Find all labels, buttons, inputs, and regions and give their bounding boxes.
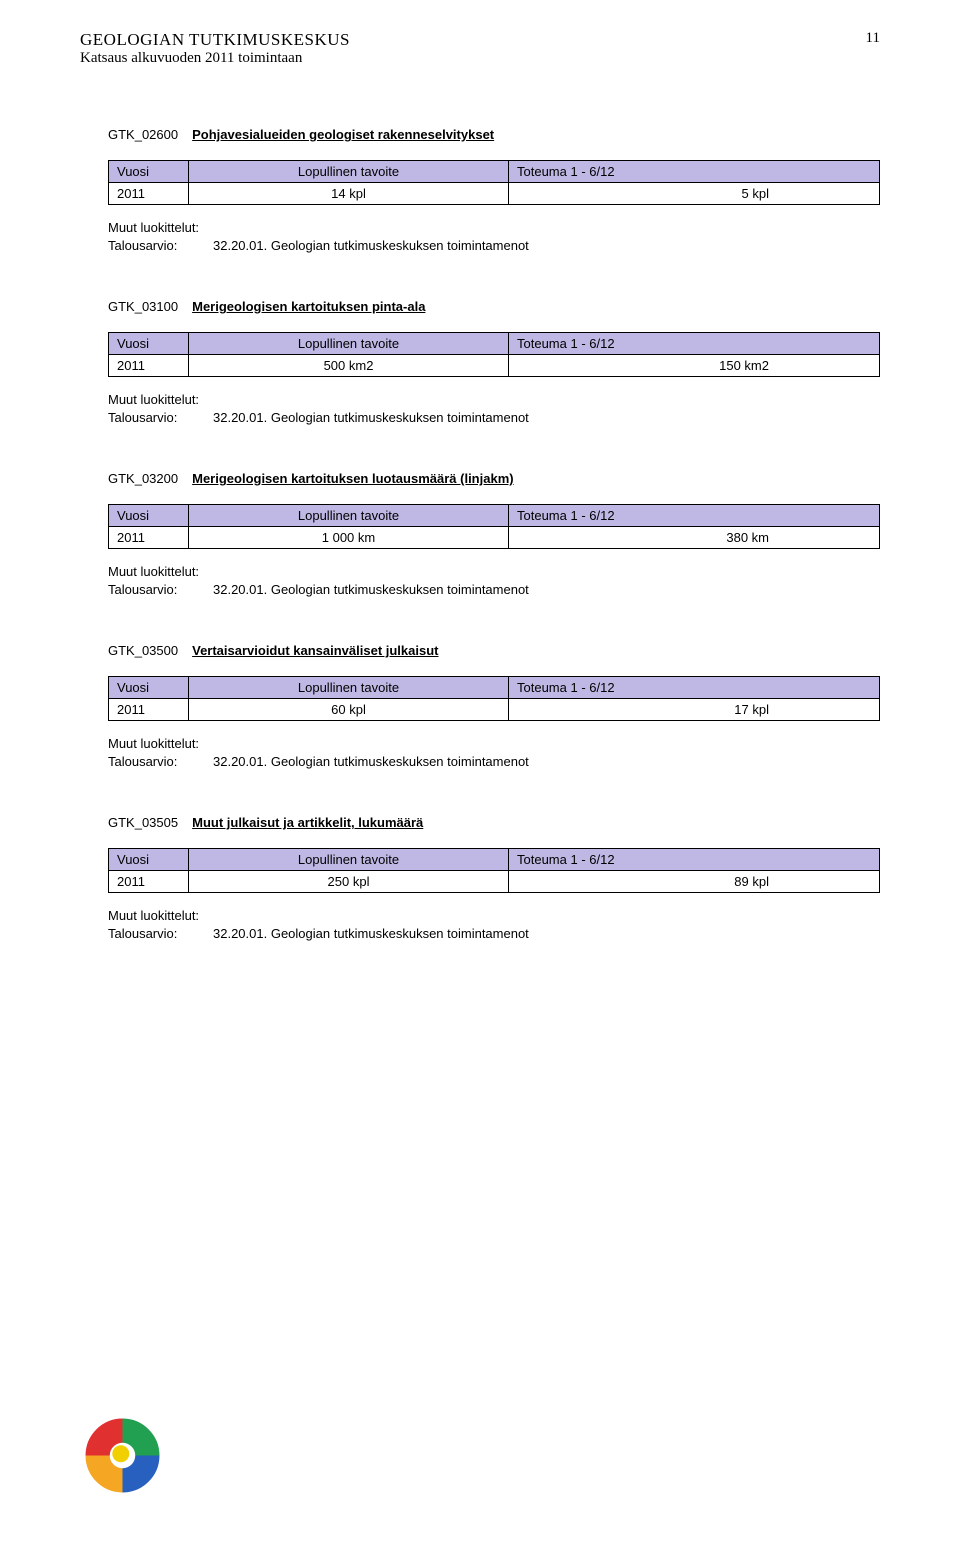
- section-meta: Muut luokittelut:Talousarvio:32.20.01. G…: [108, 219, 880, 254]
- meta-budget-label: Talousarvio:: [108, 925, 213, 943]
- cell-actual: 380 km: [509, 527, 880, 549]
- section-title: GTK_03100 Merigeologisen kartoituksen pin…: [108, 299, 880, 314]
- indicator-section: GTK_03505 Muut julkaisut ja artikkelit, l…: [80, 815, 880, 942]
- col-header-year: Vuosi: [109, 333, 189, 355]
- section-meta: Muut luokittelut:Talousarvio:32.20.01. G…: [108, 735, 880, 770]
- cell-target: 250 kpl: [189, 871, 509, 893]
- cell-year: 2011: [109, 355, 189, 377]
- col-header-target: Lopullinen tavoite: [189, 505, 509, 527]
- doc-header-subtitle: Katsaus alkuvuoden 2011 toimintaan: [80, 50, 880, 67]
- col-header-target: Lopullinen tavoite: [189, 677, 509, 699]
- section-title: GTK_03200 Merigeologisen kartoituksen luo…: [108, 471, 880, 486]
- meta-budget-value: 32.20.01. Geologian tutkimuskeskuksen to…: [213, 409, 529, 427]
- col-header-actual: Toteuma 1 - 6/12: [509, 333, 880, 355]
- cell-target: 14 kpl: [189, 183, 509, 205]
- cell-target: 1 000 km: [189, 527, 509, 549]
- meta-other-classifications: Muut luokittelut:: [108, 907, 880, 925]
- indicator-section: GTK_02600 Pohjavesialueiden geologiset ra…: [80, 127, 880, 254]
- meta-other-classifications: Muut luokittelut:: [108, 391, 880, 409]
- doc-header-org: GEOLOGIAN TUTKIMUSKESKUS: [80, 30, 880, 50]
- cell-year: 2011: [109, 699, 189, 721]
- indicator-table: VuosiLopullinen tavoiteToteuma 1 - 6/12 2…: [108, 160, 880, 205]
- cell-actual: 89 kpl: [509, 871, 880, 893]
- section-name: Muut julkaisut ja artikkelit, lukumäärä: [192, 815, 423, 830]
- section-code: GTK_03100: [108, 299, 178, 314]
- meta-budget-value: 32.20.01. Geologian tutkimuskeskuksen to…: [213, 237, 529, 255]
- meta-budget-value: 32.20.01. Geologian tutkimuskeskuksen to…: [213, 581, 529, 599]
- section-code: GTK_02600: [108, 127, 178, 142]
- col-header-year: Vuosi: [109, 161, 189, 183]
- col-header-actual: Toteuma 1 - 6/12: [509, 505, 880, 527]
- meta-budget-label: Talousarvio:: [108, 409, 213, 427]
- col-header-target: Lopullinen tavoite: [189, 849, 509, 871]
- indicator-table: VuosiLopullinen tavoiteToteuma 1 - 6/12 2…: [108, 332, 880, 377]
- section-meta: Muut luokittelut:Talousarvio:32.20.01. G…: [108, 391, 880, 426]
- meta-other-classifications: Muut luokittelut:: [108, 735, 880, 753]
- meta-budget-label: Talousarvio:: [108, 753, 213, 771]
- cell-year: 2011: [109, 183, 189, 205]
- meta-budget-label: Talousarvio:: [108, 237, 213, 255]
- section-name: Pohjavesialueiden geologiset rakenneselv…: [192, 127, 494, 142]
- section-title: GTK_03505 Muut julkaisut ja artikkelit, l…: [108, 815, 880, 830]
- indicator-table: VuosiLopullinen tavoiteToteuma 1 - 6/12 2…: [108, 504, 880, 549]
- section-name: Vertaisarvioidut kansainväliset julkaisu…: [192, 643, 438, 658]
- indicator-table: VuosiLopullinen tavoiteToteuma 1 - 6/122…: [108, 848, 880, 893]
- meta-budget-value: 32.20.01. Geologian tutkimuskeskuksen to…: [213, 925, 529, 943]
- col-header-actual: Toteuma 1 - 6/12: [509, 677, 880, 699]
- cell-actual: 150 km2: [509, 355, 880, 377]
- section-title: GTK_02600 Pohjavesialueiden geologiset ra…: [108, 127, 880, 142]
- col-header-target: Lopullinen tavoite: [189, 333, 509, 355]
- cell-target: 60 kpl: [189, 699, 509, 721]
- col-header-actual: Toteuma 1 - 6/12: [509, 849, 880, 871]
- cell-actual: 17 kpl: [509, 699, 880, 721]
- gtk-logo: [80, 1413, 165, 1503]
- col-header-actual: Toteuma 1 - 6/12: [509, 161, 880, 183]
- cell-year: 2011: [109, 527, 189, 549]
- col-header-year: Vuosi: [109, 505, 189, 527]
- col-header-year: Vuosi: [109, 677, 189, 699]
- meta-budget-value: 32.20.01. Geologian tutkimuskeskuksen to…: [213, 753, 529, 771]
- section-title: GTK_03500 Vertaisarvioidut kansainväliset…: [108, 643, 880, 658]
- meta-other-classifications: Muut luokittelut:: [108, 219, 880, 237]
- section-meta: Muut luokittelut:Talousarvio:32.20.01. G…: [108, 907, 880, 942]
- indicator-table: VuosiLopullinen tavoiteToteuma 1 - 6/12 2…: [108, 676, 880, 721]
- indicator-section: GTK_03500 Vertaisarvioidut kansainväliset…: [80, 643, 880, 770]
- section-name: Merigeologisen kartoituksen luotausmäärä…: [192, 471, 513, 486]
- page-number: 11: [866, 30, 880, 47]
- meta-other-classifications: Muut luokittelut:: [108, 563, 880, 581]
- indicator-section: GTK_03100 Merigeologisen kartoituksen pin…: [80, 299, 880, 426]
- section-name: Merigeologisen kartoituksen pinta-ala: [192, 299, 425, 314]
- col-header-target: Lopullinen tavoite: [189, 161, 509, 183]
- section-code: GTK_03505: [108, 815, 178, 830]
- cell-actual: 5 kpl: [509, 183, 880, 205]
- section-meta: Muut luokittelut:Talousarvio:32.20.01. G…: [108, 563, 880, 598]
- section-code: GTK_03200: [108, 471, 178, 486]
- cell-target: 500 km2: [189, 355, 509, 377]
- indicator-section: GTK_03200 Merigeologisen kartoituksen luo…: [80, 471, 880, 598]
- section-code: GTK_03500: [108, 643, 178, 658]
- col-header-year: Vuosi: [109, 849, 189, 871]
- meta-budget-label: Talousarvio:: [108, 581, 213, 599]
- cell-year: 2011: [109, 871, 189, 893]
